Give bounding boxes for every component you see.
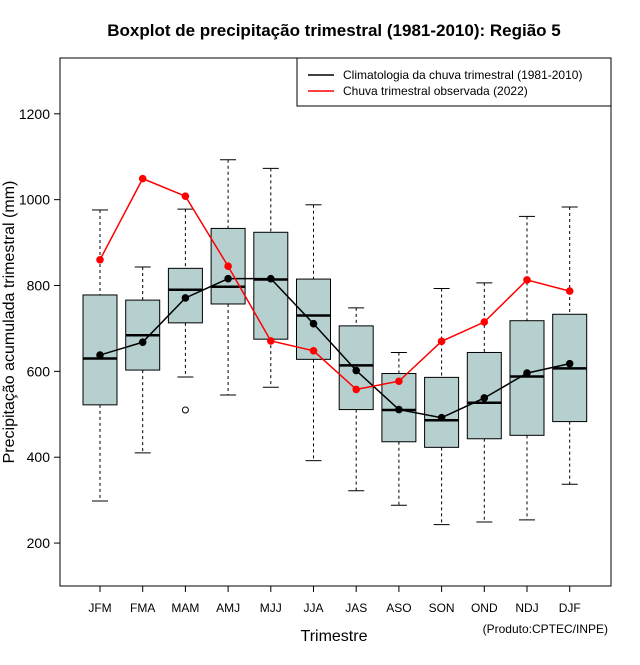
series-point [224, 274, 232, 283]
series-line [99, 177, 570, 391]
x-tick-label: NDJ [515, 601, 538, 615]
series-point [523, 276, 531, 284]
x-tick-label: OND [471, 601, 498, 615]
series-point [96, 351, 104, 359]
y-tick-label: 800 [27, 278, 51, 294]
legend-box [296, 57, 612, 107]
y-tick-label: 200 [27, 535, 51, 551]
series-point [96, 255, 104, 264]
x-tick-label: JJA [303, 601, 323, 615]
legend-climatology-label: Climatologia da chuva trimestral (1981-2… [343, 68, 582, 82]
series-point [352, 366, 361, 375]
x-tick-label: JFM [88, 601, 111, 615]
series-point [138, 338, 147, 346]
y-tick-label: 1000 [19, 192, 50, 208]
iqr-box [253, 231, 289, 340]
series-line [99, 277, 570, 419]
series-point [309, 346, 318, 355]
x-tick-label: AMJ [216, 601, 240, 615]
series-point [395, 405, 403, 414]
outlier-point [181, 406, 189, 414]
series-point [480, 394, 489, 402]
plot-area [59, 57, 612, 587]
series-point [267, 274, 275, 283]
iqr-box [82, 294, 118, 406]
series-point [138, 174, 147, 183]
series-point [181, 294, 190, 302]
series-point [565, 359, 574, 368]
box-fma [125, 266, 161, 454]
box-ndj [509, 215, 545, 521]
series-point [523, 369, 531, 377]
box-jja [296, 204, 331, 462]
series-point [437, 337, 446, 346]
x-tick-label: MJJ [260, 601, 282, 615]
chart-title: Boxplot de precipitação trimestral (1981… [107, 21, 561, 40]
y-tick-label: 400 [27, 449, 51, 465]
credit-text: (Produto:CPTEC/INPE) [483, 622, 608, 636]
y-tick-label: 1200 [19, 106, 50, 122]
y-tick-label: 600 [27, 363, 51, 379]
series-point [181, 192, 190, 201]
series-point [224, 262, 232, 270]
series-point [565, 287, 574, 295]
x-tick-label: SON [429, 601, 455, 615]
series-observed [96, 174, 574, 394]
series-point [267, 337, 275, 345]
series-point [352, 385, 361, 394]
legend-observed-label: Chuva trimestral observada (2022) [343, 84, 528, 98]
legend: Climatologia da chuva trimestral (1981-2… [296, 57, 612, 107]
y-axis-label: Precipitação acumulada trimestral (mm) [1, 181, 18, 464]
series-point [480, 318, 489, 326]
series-point [395, 377, 403, 386]
series-climatology [96, 274, 574, 422]
series-point [309, 319, 318, 328]
series-point [437, 413, 446, 422]
x-tick-label: FMA [130, 601, 155, 615]
x-axis-label: Trimestre [301, 628, 368, 645]
iqr-box [296, 278, 331, 360]
x-tick-label: JAS [345, 601, 367, 615]
x-tick-label: ASO [386, 601, 411, 615]
x-tick-label: MAM [171, 601, 199, 615]
iqr-box [509, 320, 545, 436]
x-tick-label: DJF [559, 601, 581, 615]
